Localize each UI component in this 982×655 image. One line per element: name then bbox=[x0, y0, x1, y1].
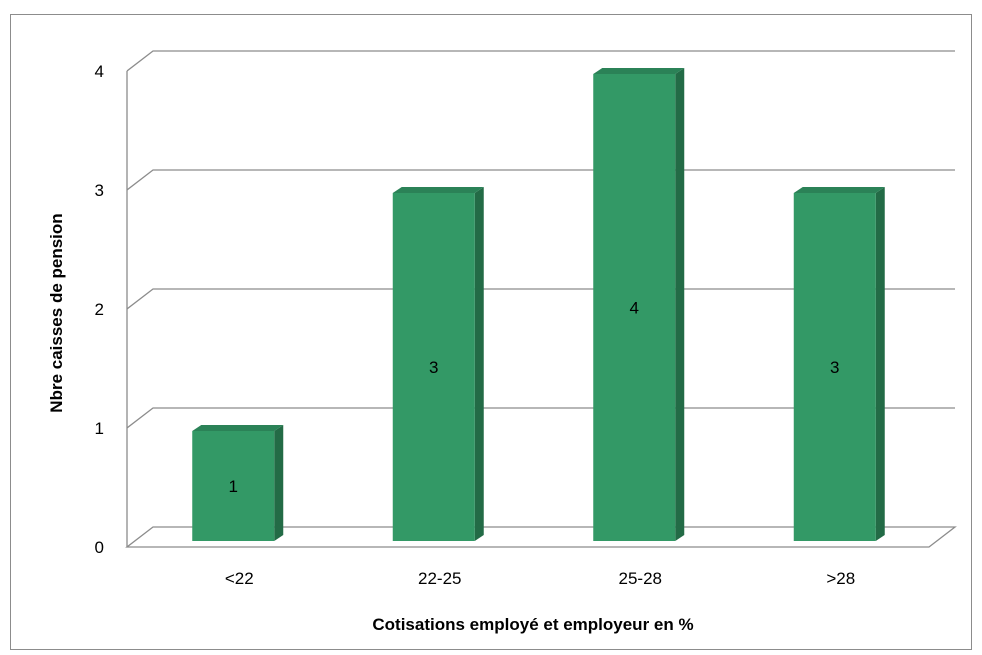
bar-top bbox=[593, 68, 685, 74]
bar bbox=[593, 68, 685, 541]
bar bbox=[192, 425, 284, 541]
bar-side bbox=[274, 425, 284, 541]
bars: 1 3 4 3 bbox=[192, 68, 885, 541]
bar-top bbox=[392, 187, 484, 193]
x-axis-title: Cotisations employé et employeur en % bbox=[372, 615, 693, 634]
bar-front bbox=[793, 193, 876, 541]
data-label: 3 bbox=[429, 358, 438, 377]
y-tick-label: 3 bbox=[95, 181, 104, 200]
bar-front bbox=[593, 74, 676, 541]
y-axis-title: Nbre caisses de pension bbox=[47, 213, 66, 412]
y-tick-label: 4 bbox=[95, 62, 104, 81]
y-tick-label: 0 bbox=[95, 538, 104, 557]
bar-side bbox=[875, 187, 885, 541]
x-tick-label: <22 bbox=[225, 569, 254, 588]
x-tick-label: 25-28 bbox=[619, 569, 662, 588]
y-tick-label: 2 bbox=[95, 300, 104, 319]
y-axis-ticks: 0 1 2 3 4 bbox=[95, 62, 104, 557]
gridline bbox=[126, 50, 955, 72]
bar-front bbox=[192, 431, 275, 541]
gridline bbox=[126, 169, 955, 191]
bar-side bbox=[675, 68, 685, 541]
chart-floor bbox=[125, 526, 957, 548]
bar-top bbox=[192, 425, 284, 431]
data-label: 3 bbox=[830, 358, 839, 377]
y-tick-label: 1 bbox=[95, 419, 104, 438]
gridline bbox=[126, 407, 955, 429]
bar-side bbox=[474, 187, 484, 541]
bar-top bbox=[793, 187, 885, 193]
x-tick-label: >28 bbox=[826, 569, 855, 588]
gridlines bbox=[125, 50, 957, 548]
gridline bbox=[126, 288, 955, 310]
x-tick-label: 22-25 bbox=[418, 569, 461, 588]
data-label: 4 bbox=[630, 299, 639, 318]
bar bbox=[793, 187, 885, 541]
bar bbox=[392, 187, 484, 541]
data-label: 1 bbox=[229, 477, 238, 496]
x-axis-ticks: <22 22-25 25-28 >28 bbox=[225, 569, 855, 588]
bar-front bbox=[392, 193, 475, 541]
